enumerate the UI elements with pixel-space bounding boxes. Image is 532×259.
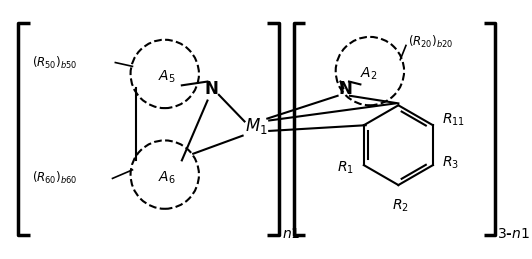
Text: N: N xyxy=(338,80,352,98)
Text: N: N xyxy=(204,80,218,98)
Text: $A_6$: $A_6$ xyxy=(158,169,176,186)
Text: $n1$: $n1$ xyxy=(281,227,300,241)
Text: $R_{11}$: $R_{11}$ xyxy=(443,111,466,128)
Text: $(R_{20})_{b20}$: $(R_{20})_{b20}$ xyxy=(408,34,453,50)
Text: $A_2$: $A_2$ xyxy=(360,66,378,82)
Text: $(R_{60})_{b60}$: $(R_{60})_{b60}$ xyxy=(32,170,77,186)
Text: $R_3$: $R_3$ xyxy=(443,155,460,171)
Text: $M_1$: $M_1$ xyxy=(245,116,267,136)
Text: $R_2$: $R_2$ xyxy=(392,197,409,214)
Text: $A_5$: $A_5$ xyxy=(158,69,176,85)
Text: $R_1$: $R_1$ xyxy=(337,160,354,176)
Text: $(R_{50})_{b50}$: $(R_{50})_{b50}$ xyxy=(32,54,77,71)
Text: $3$-$n1$: $3$-$n1$ xyxy=(497,227,530,241)
